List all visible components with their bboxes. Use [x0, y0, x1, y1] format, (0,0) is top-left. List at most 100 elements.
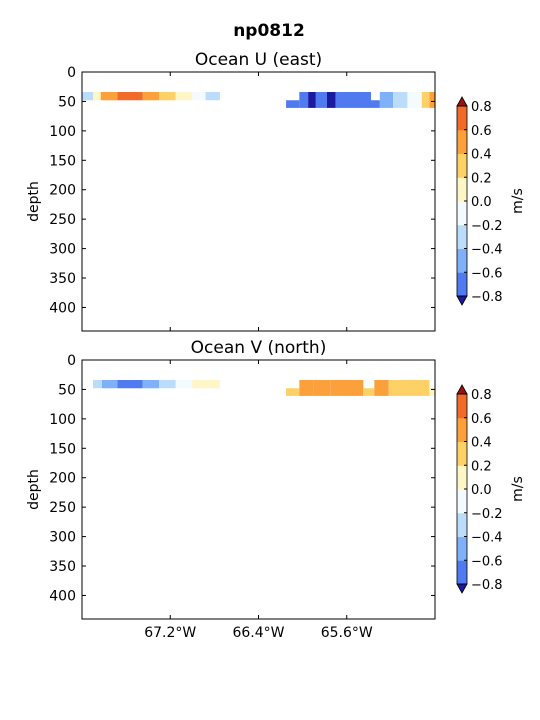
heatmap-cell	[393, 92, 408, 108]
x-tick-label: 65.6°W	[321, 625, 373, 641]
colorbar-band	[457, 489, 467, 514]
heatmap-cell	[335, 92, 372, 108]
heatmap-cell	[82, 92, 94, 101]
panel-ocean-v: Ocean V (north) 0 50 100 150 200 250 300 350 400 6…	[26, 338, 436, 641]
y-tick-label: 400	[49, 300, 76, 316]
heatmap-cell	[363, 388, 375, 396]
colorbar-tick-label: 0.0	[471, 483, 492, 498]
y-tick-label: 50	[58, 382, 76, 398]
heatmap-cell	[429, 92, 435, 108]
y-axis-label: depth	[26, 181, 42, 222]
y-tick-label: 50	[58, 94, 76, 110]
y-axis-label: depth	[26, 469, 42, 510]
x-tick-label: 67.2°W	[144, 625, 196, 641]
heatmap-cell	[159, 92, 176, 101]
panel-ocean-u: Ocean U (east) 0 50 100 150 200 250 300 350 400 de…	[26, 50, 436, 332]
heatmap-cell	[429, 388, 435, 396]
colorbar-band	[457, 129, 467, 154]
colorbar-band	[457, 153, 467, 178]
heatmap-cell	[315, 92, 327, 108]
y-tick-label: 400	[49, 588, 76, 604]
heatmap-cell	[286, 388, 300, 396]
heatmap-cell	[421, 92, 430, 108]
y-tick-label: 0	[67, 353, 76, 369]
heatmap-cell	[299, 380, 314, 396]
y-tick-label: 350	[49, 559, 76, 575]
colorbar-tick-label: −0.6	[471, 554, 503, 569]
colorbar-band	[457, 560, 467, 585]
y-tick-label: 100	[49, 412, 76, 428]
heatmap-cell	[101, 380, 118, 389]
y-tick-label: 150	[49, 441, 76, 457]
heatmap-cell	[379, 92, 394, 108]
colorbar-band	[457, 417, 467, 442]
heatmap-cell	[371, 100, 380, 108]
y-tick-label: 300	[49, 242, 76, 258]
colorbar-tick-label: −0.2	[471, 219, 503, 234]
heatmap-cell	[93, 92, 101, 101]
y-tick-label: 200	[49, 183, 76, 199]
colorbar-tick-label: 0.2	[471, 459, 492, 474]
y-tick-label: 250	[49, 212, 76, 228]
colorbar-band	[457, 201, 467, 226]
colorbar-tick-label: 0.8	[471, 388, 492, 403]
heatmap-cell	[308, 92, 316, 108]
y-tick-label: 200	[49, 471, 76, 487]
y-tick-label: 100	[49, 124, 76, 140]
colorbar-label: m/s	[510, 188, 526, 214]
heatmap-cell	[299, 92, 309, 108]
heatmap-cell	[407, 92, 422, 108]
colorbar-band	[457, 272, 467, 297]
colorbar-tick-label: −0.4	[471, 243, 503, 258]
heatmap-cell	[100, 92, 118, 101]
colorbar-tick-label: −0.8	[471, 578, 503, 593]
colorbar-band	[457, 441, 467, 466]
colorbar-band	[457, 106, 467, 131]
heatmap-cell	[326, 92, 336, 108]
colorbar-tick-label: 0.2	[471, 171, 492, 186]
colorbar-tick-label: 0.4	[471, 148, 492, 163]
colorbar-tick-label: −0.4	[471, 531, 503, 546]
colorbar-tick-label: 0.0	[471, 195, 492, 210]
colorbar-tick-label: 0.8	[471, 100, 492, 115]
heatmap-cell	[205, 92, 220, 101]
colorbar-tick-label: −0.6	[471, 266, 503, 281]
heatmap-cell	[117, 92, 143, 101]
colorbar-tick-label: 0.6	[471, 124, 492, 139]
colorbar-band	[457, 536, 467, 561]
heatmap-cell	[175, 92, 193, 101]
colorbar-band	[457, 224, 467, 249]
heatmap-cell	[192, 92, 206, 101]
heatmap-cell	[142, 92, 160, 101]
colorbar-ocean-u: −0.8 −0.6 −0.4 −0.2 0.0 0.2 0.4 0.6 0.8 m/s	[456, 96, 526, 306]
colorbar-tick-label: −0.8	[471, 290, 503, 305]
heatmap-cell	[192, 380, 220, 389]
heatmap-cell	[313, 380, 331, 396]
colorbar-band	[457, 248, 467, 273]
y-tick-label: 0	[67, 65, 76, 81]
colorbar-band	[457, 177, 467, 202]
x-tick-label: 66.4°W	[232, 625, 284, 641]
y-tick-label: 250	[49, 500, 76, 516]
panel-title: Ocean U (east)	[195, 50, 322, 70]
heatmap-cell	[175, 380, 193, 389]
colorbar-ocean-v: −0.8 −0.6 −0.4 −0.2 0.0 0.2 0.4 0.6 0.8 m/s	[456, 384, 526, 594]
heatmap-cell	[330, 380, 364, 396]
heatmap-cell	[93, 380, 102, 389]
heatmap-cell	[159, 380, 176, 389]
y-tick-label: 350	[49, 271, 76, 287]
heatmap-cell	[142, 380, 160, 389]
figure-suptitle: np0812	[233, 21, 305, 41]
heatmap-cell	[117, 380, 143, 389]
colorbar-tick-label: 0.4	[471, 436, 492, 451]
y-tick-label: 150	[49, 153, 76, 169]
colorbar-label: m/s	[510, 476, 526, 502]
y-tick-label: 300	[49, 530, 76, 546]
panel-title: Ocean V (north)	[191, 338, 327, 358]
heatmap-cell	[286, 100, 300, 108]
colorbar-tick-label: 0.6	[471, 412, 492, 427]
colorbar-band	[457, 394, 467, 419]
heatmap-cell	[374, 380, 389, 396]
colorbar-tick-label: −0.2	[471, 507, 503, 522]
